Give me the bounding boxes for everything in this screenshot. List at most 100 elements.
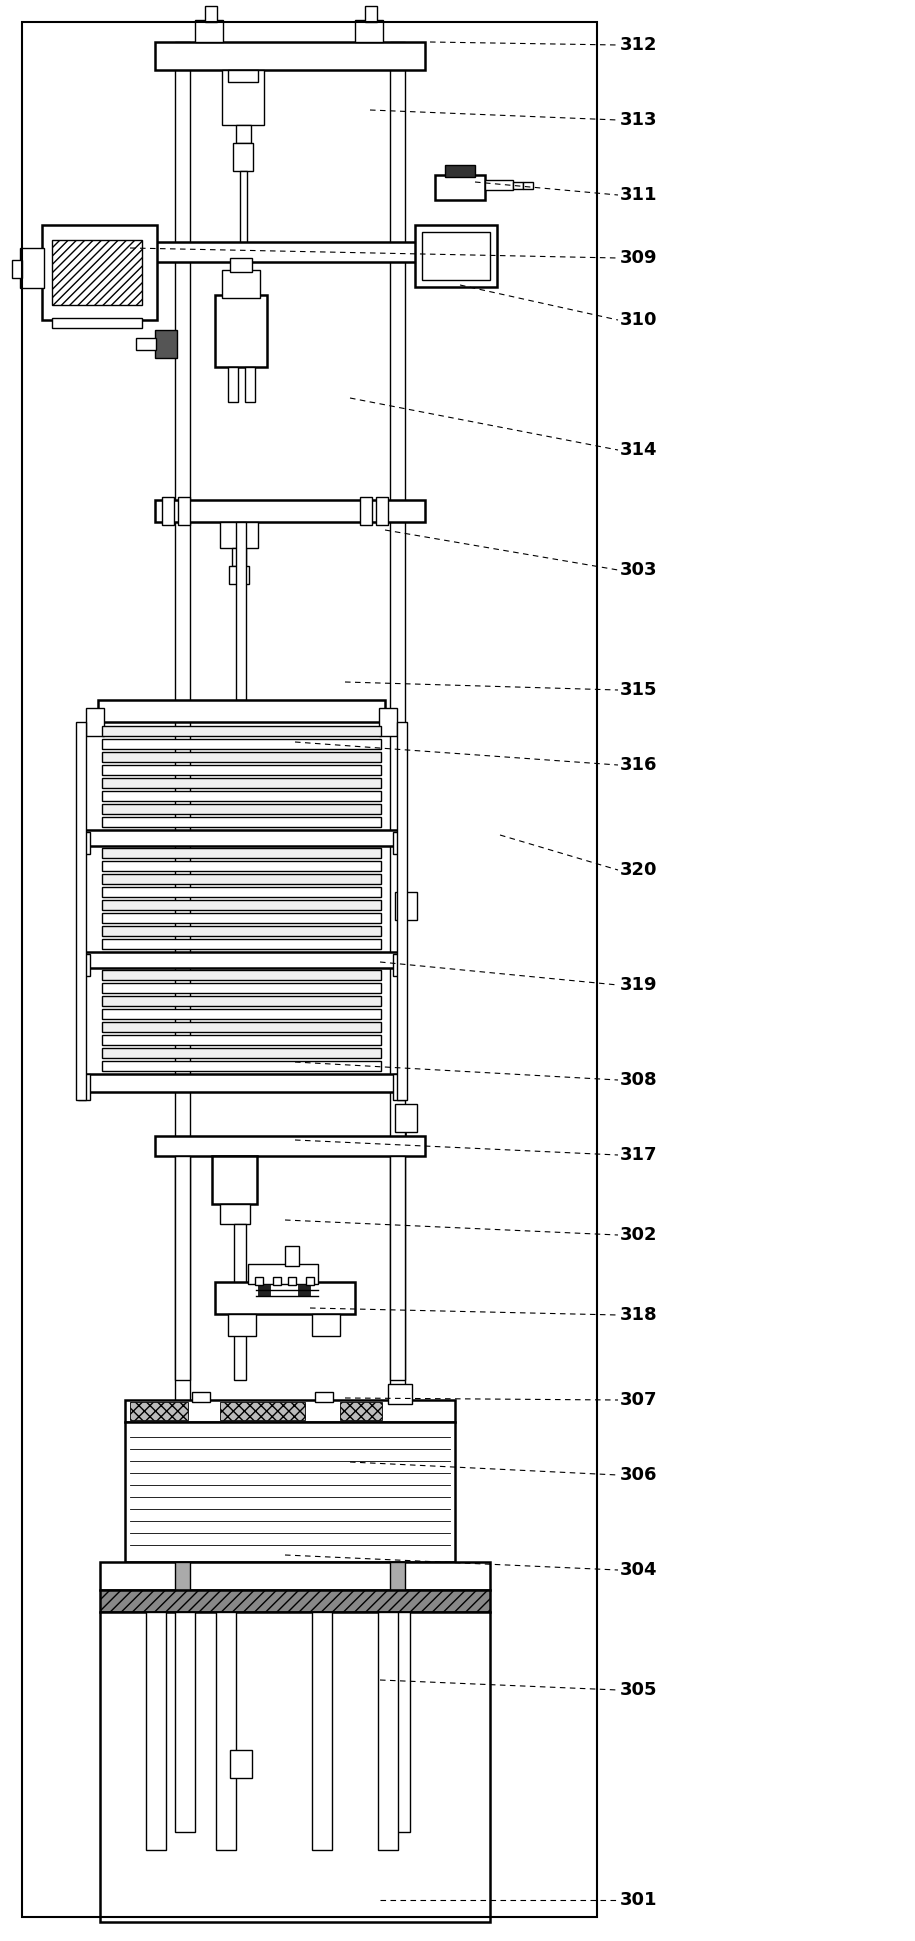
Bar [378, 1611, 398, 1850]
Bar [78, 1073, 90, 1101]
Bar [230, 258, 252, 272]
Bar [100, 1590, 490, 1611]
Text: 304: 304 [620, 1561, 658, 1578]
Bar [222, 70, 264, 124]
Bar [312, 1611, 332, 1850]
Bar [222, 270, 260, 299]
Text: 312: 312 [620, 37, 658, 54]
Bar [285, 1246, 299, 1266]
Bar [245, 367, 255, 402]
Bar [390, 1157, 405, 1380]
Bar [98, 701, 385, 722]
Bar [155, 243, 425, 262]
Bar [42, 225, 157, 320]
Text: 305: 305 [620, 1681, 658, 1698]
Bar [415, 225, 497, 287]
Bar [78, 833, 90, 854]
Bar [220, 522, 258, 547]
Bar [215, 1281, 355, 1314]
Text: 301: 301 [620, 1891, 658, 1910]
Bar [236, 124, 251, 144]
Bar [395, 893, 417, 920]
Bar [178, 497, 190, 524]
Bar [102, 996, 381, 1005]
Bar [233, 144, 253, 171]
Bar [445, 165, 475, 177]
Bar [83, 951, 400, 969]
Bar [236, 522, 246, 701]
Bar [216, 1611, 236, 1850]
Bar [102, 1062, 381, 1071]
Bar [155, 501, 425, 522]
Bar [102, 726, 381, 736]
Bar [22, 21, 597, 1918]
Bar [130, 1401, 188, 1421]
Text: 308: 308 [620, 1071, 658, 1089]
Bar [230, 1751, 252, 1778]
Bar [83, 1073, 400, 1093]
Text: 314: 314 [620, 441, 658, 458]
Bar [397, 722, 407, 1101]
Bar [240, 171, 247, 291]
Bar [273, 1277, 281, 1285]
Bar [395, 1104, 417, 1132]
Bar [228, 367, 238, 402]
Bar [435, 175, 485, 200]
Bar [234, 1225, 246, 1380]
Bar [258, 1285, 270, 1297]
Bar [100, 1563, 490, 1590]
Bar [390, 1611, 410, 1832]
Bar [393, 953, 405, 976]
Bar [102, 804, 381, 813]
Bar [393, 833, 405, 854]
Text: 302: 302 [620, 1227, 658, 1244]
Bar [379, 708, 397, 736]
Bar [212, 1157, 257, 1203]
Bar [175, 1563, 190, 1590]
Bar [175, 1157, 190, 1380]
Bar [155, 1135, 425, 1157]
Bar [312, 1314, 340, 1335]
Bar [136, 338, 156, 349]
Bar [306, 1277, 314, 1285]
Bar [248, 1264, 318, 1285]
Bar [232, 547, 246, 567]
Text: 307: 307 [620, 1392, 658, 1409]
Bar [192, 1392, 210, 1401]
Bar [229, 567, 249, 584]
Bar [288, 1277, 296, 1285]
Text: 315: 315 [620, 681, 658, 699]
Bar [102, 1023, 381, 1033]
Bar [83, 831, 400, 846]
Bar [390, 43, 405, 1539]
Bar [12, 260, 22, 278]
Bar [365, 6, 377, 21]
Bar [102, 848, 381, 858]
Bar [52, 241, 142, 305]
Bar [298, 1285, 310, 1297]
Bar [102, 862, 381, 872]
Bar [125, 1423, 455, 1563]
Bar [315, 1392, 333, 1401]
Bar [513, 182, 523, 188]
Bar [220, 1203, 250, 1225]
Bar [393, 1073, 405, 1101]
Text: 320: 320 [620, 862, 658, 879]
Text: 313: 313 [620, 111, 658, 128]
Bar [102, 901, 381, 910]
Bar [102, 765, 381, 774]
Bar [376, 497, 388, 524]
Text: 310: 310 [620, 311, 658, 330]
Bar [215, 295, 267, 367]
Bar [523, 182, 533, 188]
Bar [422, 233, 490, 280]
Bar [102, 1048, 381, 1058]
Bar [102, 873, 381, 883]
Text: 303: 303 [620, 561, 658, 578]
Bar [102, 740, 381, 749]
Bar [125, 1399, 455, 1423]
Bar [390, 1563, 405, 1590]
Text: 318: 318 [620, 1306, 658, 1324]
Bar [360, 497, 372, 524]
Bar [195, 19, 223, 43]
